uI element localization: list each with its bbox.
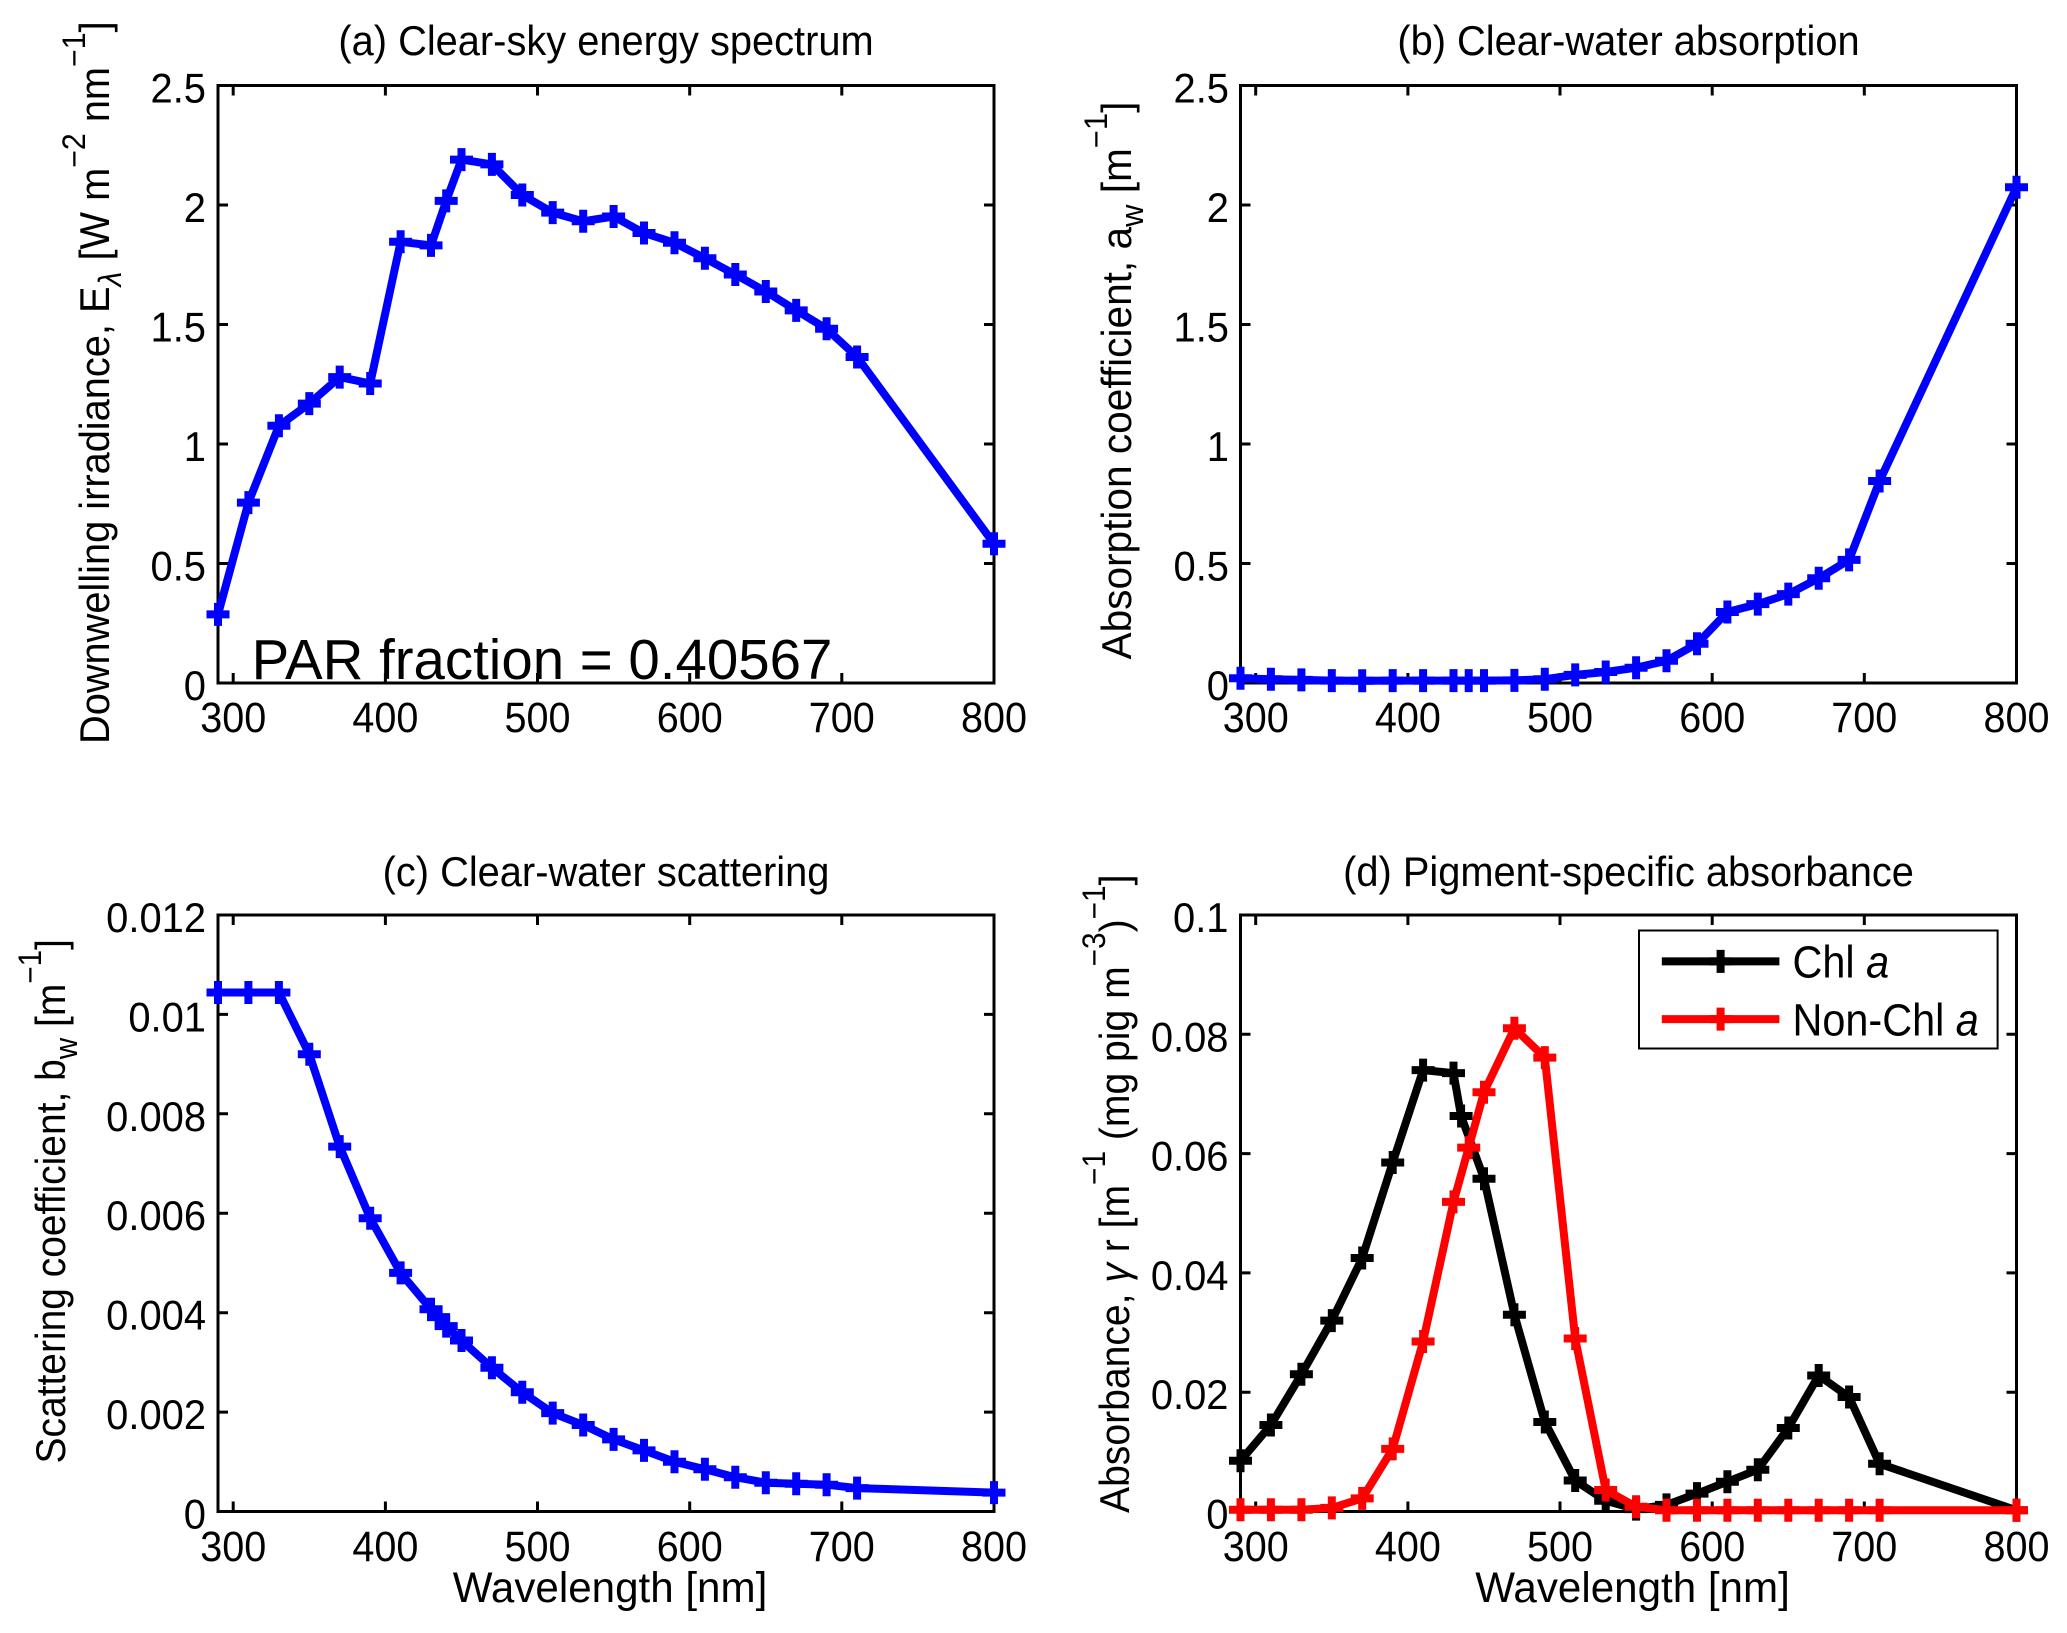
svg-text:0.02: 0.02 [1151,1371,1229,1418]
svg-text:2: 2 [184,184,206,231]
svg-text:1.5: 1.5 [1174,304,1229,351]
svg-text:600: 600 [657,693,723,741]
svg-text:0.04: 0.04 [1151,1252,1229,1299]
svg-text:(d) Pigment-specific absorbanc: (d) Pigment-specific absorbance [1343,848,1914,895]
svg-text:600: 600 [1679,1522,1745,1570]
svg-text:800: 800 [961,1522,1027,1570]
svg-text:300: 300 [200,1522,266,1570]
svg-text:300: 300 [1223,1522,1289,1570]
svg-text:0.5: 0.5 [151,543,206,590]
svg-text:1: 1 [1207,423,1229,470]
svg-text:0.012: 0.012 [106,894,206,941]
svg-text:400: 400 [352,1522,418,1570]
svg-text:0: 0 [184,1491,206,1538]
svg-text:1: 1 [184,423,206,470]
svg-text:800: 800 [961,693,1027,741]
svg-text:700: 700 [809,693,875,741]
svg-text:600: 600 [1679,693,1745,741]
svg-text:(b) Clear-water absorption: (b) Clear-water absorption [1397,17,1859,64]
svg-text:PAR fraction = 0.40567: PAR fraction = 0.40567 [252,629,833,692]
svg-text:300: 300 [200,693,266,741]
svg-text:0.004: 0.004 [106,1292,206,1339]
svg-text:500: 500 [1527,1522,1593,1570]
svg-text:400: 400 [352,693,418,741]
svg-text:800: 800 [1984,1522,2050,1570]
svg-text:400: 400 [1375,693,1441,741]
svg-text:400: 400 [1375,1522,1441,1570]
svg-text:0.002: 0.002 [106,1391,206,1438]
svg-text:500: 500 [1527,693,1593,741]
svg-text:0.08: 0.08 [1151,1013,1229,1060]
svg-text:(c) Clear-water scattering: (c) Clear-water scattering [383,848,830,895]
svg-text:700: 700 [1831,693,1897,741]
svg-text:0: 0 [1207,662,1229,709]
svg-text:Wavelength [nm]: Wavelength [nm] [453,1564,768,1612]
svg-text:1.5: 1.5 [151,304,206,351]
svg-text:2.5: 2.5 [151,65,206,112]
svg-text:300: 300 [1223,693,1289,741]
svg-text:0.008: 0.008 [106,1093,206,1140]
svg-text:600: 600 [657,1522,723,1570]
svg-text:Wavelength [nm]: Wavelength [nm] [1475,1564,1790,1612]
svg-text:0.5: 0.5 [1174,543,1229,590]
svg-text:Non-Chl a: Non-Chl a [1793,996,1979,1046]
svg-text:700: 700 [1831,1522,1897,1570]
svg-text:0.006: 0.006 [106,1192,206,1239]
svg-text:500: 500 [505,1522,571,1570]
svg-text:700: 700 [809,1522,875,1570]
svg-text:800: 800 [1984,693,2050,741]
svg-text:0.01: 0.01 [128,993,206,1040]
svg-text:500: 500 [505,693,571,741]
svg-text:0.06: 0.06 [1151,1133,1229,1180]
svg-text:0.1: 0.1 [1173,894,1228,941]
svg-text:Chl a: Chl a [1793,938,1890,988]
svg-text:2: 2 [1207,184,1229,231]
svg-text:2.5: 2.5 [1174,65,1229,112]
svg-text:0: 0 [1206,1491,1228,1538]
svg-text:(a) Clear-sky energy spectrum: (a) Clear-sky energy spectrum [338,17,873,64]
svg-text:0: 0 [184,662,206,709]
